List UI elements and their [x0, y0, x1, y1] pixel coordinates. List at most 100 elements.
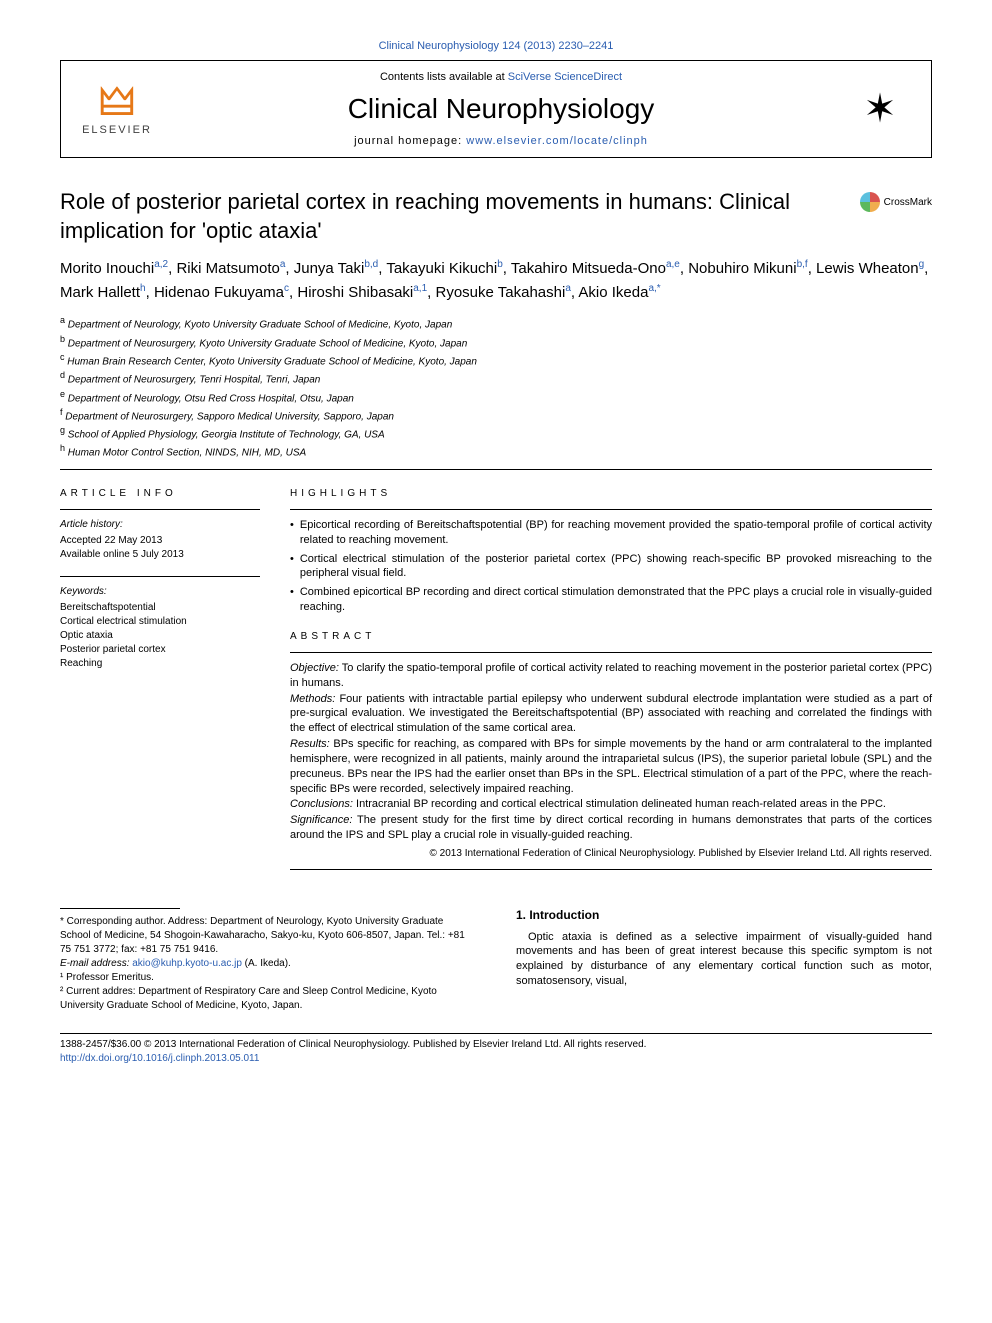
objective-label: Objective: — [290, 662, 339, 674]
separator — [290, 869, 932, 870]
footnote-1: ¹ Professor Emeritus. — [60, 971, 476, 985]
affiliation: a Department of Neurology, Kyoto Univers… — [60, 314, 932, 332]
affiliation: f Department of Neurosurgery, Sapporo Me… — [60, 406, 932, 424]
crossmark-label: CrossMark — [884, 197, 932, 208]
affiliation: c Human Brain Research Center, Kyoto Uni… — [60, 351, 932, 369]
intro-heading: 1. Introduction — [516, 908, 932, 922]
author: Nobuhiro Mikunib,f — [688, 260, 808, 277]
author-sup-link[interactable]: b — [497, 259, 503, 270]
online-date: Available online 5 July 2013 — [60, 548, 260, 562]
journal-cover-icon: ✶ — [845, 74, 915, 144]
author: Junya Takib,d — [294, 260, 379, 277]
homepage-prefix: journal homepage: — [354, 135, 466, 147]
abstract-copyright: © 2013 International Federation of Clini… — [290, 847, 932, 861]
keyword: Cortical electrical stimulation — [60, 615, 260, 629]
affiliation: e Department of Neurology, Otsu Red Cros… — [60, 388, 932, 406]
contents-prefix: Contents lists available at — [380, 71, 508, 83]
clinph-logo-icon: ✶ — [863, 86, 897, 132]
separator — [60, 576, 260, 577]
affiliation: b Department of Neurosurgery, Kyoto Univ… — [60, 333, 932, 351]
elsevier-tree-icon: 🜲 — [99, 82, 135, 122]
keywords-block: Keywords: BereitschaftspotentialCortical… — [60, 585, 260, 671]
keywords-list: BereitschaftspotentialCortical electrica… — [60, 601, 260, 671]
affiliations-list: a Department of Neurology, Kyoto Univers… — [60, 314, 932, 461]
authors-list: Morito Inouchia,2, Riki Matsumotoa, Juny… — [60, 257, 932, 304]
doi-bar: 1388-2457/$36.00 © 2013 International Fe… — [60, 1033, 932, 1066]
highlights-label: HIGHLIGHTS — [290, 488, 932, 499]
author-sup-link[interactable]: b,f — [797, 259, 808, 270]
methods-text: Four patients with intractable partial e… — [290, 693, 932, 735]
significance-label: Significance: — [290, 814, 352, 826]
crossmark-icon — [860, 192, 880, 212]
keyword: Optic ataxia — [60, 629, 260, 643]
author: Hidenao Fukuyamac — [154, 284, 289, 301]
highlights-list: Epicortical recording of Bereitschaftspo… — [290, 518, 932, 615]
elsevier-logo: 🜲 ELSEVIER — [77, 82, 157, 136]
author-sup-link[interactable]: g — [919, 259, 925, 270]
separator — [290, 652, 932, 653]
methods-label: Methods: — [290, 693, 335, 705]
author-sup-link[interactable]: a,e — [666, 259, 680, 270]
affiliation: g School of Applied Physiology, Georgia … — [60, 424, 932, 442]
separator — [290, 509, 932, 510]
keyword: Posterior parietal cortex — [60, 643, 260, 657]
conclusions-label: Conclusions: — [290, 798, 353, 810]
author-sup-link[interactable]: b,d — [364, 259, 378, 270]
author-sup-link[interactable]: a,2 — [154, 259, 168, 270]
article-info-column: ARTICLE INFO Article history: Accepted 2… — [60, 488, 260, 878]
corresponding-author-note: * Corresponding author. Address: Departm… — [60, 915, 476, 957]
abstract-column: HIGHLIGHTS Epicortical recording of Bere… — [290, 488, 932, 878]
elsevier-text: ELSEVIER — [82, 124, 152, 136]
article-history-block: Article history: Accepted 22 May 2013 Av… — [60, 518, 260, 562]
author: Hiroshi Shibasakia,1 — [297, 284, 427, 301]
citation-link[interactable]: Clinical Neurophysiology 124 (2013) 2230… — [379, 40, 614, 52]
info-abstract-row: ARTICLE INFO Article history: Accepted 2… — [60, 488, 932, 878]
highlight-item: Combined epicortical BP recording and di… — [290, 585, 932, 615]
author-sup-link[interactable]: h — [140, 283, 146, 294]
email-link[interactable]: akio@kuhp.kyoto-u.ac.jp — [132, 958, 242, 969]
results-text: BPs specific for reaching, as compared w… — [290, 738, 932, 795]
doi-link[interactable]: http://dx.doi.org/10.1016/j.clinph.2013.… — [60, 1053, 259, 1064]
email-suffix: (A. Ikeda). — [242, 958, 291, 969]
sciencedirect-link[interactable]: SciVerse ScienceDirect — [508, 71, 622, 83]
citation-bar: Clinical Neurophysiology 124 (2013) 2230… — [60, 40, 932, 52]
journal-name: Clinical Neurophysiology — [177, 93, 825, 125]
author-sup-link[interactable]: a — [280, 259, 286, 270]
keywords-title: Keywords: — [60, 585, 260, 599]
footnote-separator — [60, 908, 180, 909]
article-info-label: ARTICLE INFO — [60, 488, 260, 499]
abstract-label: ABSTRACT — [290, 631, 932, 642]
contents-line: Contents lists available at SciVerse Sci… — [177, 71, 825, 83]
author-sup-link[interactable]: a,1 — [413, 283, 427, 294]
article-title: Role of posterior parietal cortex in rea… — [60, 188, 932, 245]
keyword: Bereitschaftspotential — [60, 601, 260, 615]
journal-header-box: 🜲 ELSEVIER Contents lists available at S… — [60, 60, 932, 158]
doi-copyright-line: 1388-2457/$36.00 © 2013 International Fe… — [60, 1038, 932, 1052]
footnote-2: ² Current addres: Department of Respirat… — [60, 985, 476, 1013]
author: Takahiro Mitsueda-Onoa,e — [511, 260, 680, 277]
author: Riki Matsumotoa — [176, 260, 285, 277]
author-sup-link[interactable]: c — [284, 283, 289, 294]
footnotes-column: * Corresponding author. Address: Departm… — [60, 908, 476, 1013]
accepted-date: Accepted 22 May 2013 — [60, 534, 260, 548]
author-sup-link[interactable]: a — [565, 283, 571, 294]
highlights-block: Epicortical recording of Bereitschaftspo… — [290, 518, 932, 615]
abstract-text: Objective: To clarify the spatio-tempora… — [290, 661, 932, 843]
homepage-link[interactable]: www.elsevier.com/locate/clinph — [466, 135, 648, 147]
author: Takayuki Kikuchib — [386, 260, 502, 277]
intro-body: Optic ataxia is defined as a selective i… — [516, 930, 932, 989]
email-label: E-mail address: — [60, 958, 132, 969]
crossmark-badge[interactable]: CrossMark — [860, 192, 932, 212]
email-line: E-mail address: akio@kuhp.kyoto-u.ac.jp … — [60, 957, 476, 971]
author: Morito Inouchia,2 — [60, 260, 168, 277]
author: Ryosuke Takahashia — [436, 284, 571, 301]
author-sup-link[interactable]: a,* — [648, 283, 660, 294]
highlight-item: Cortical electrical stimulation of the p… — [290, 552, 932, 582]
header-center: Contents lists available at SciVerse Sci… — [177, 71, 825, 147]
affiliation: d Department of Neurosurgery, Tenri Hosp… — [60, 369, 932, 387]
separator — [60, 469, 932, 470]
significance-text: The present study for the first time by … — [290, 814, 932, 841]
article-history-title: Article history: — [60, 518, 260, 532]
author: Lewis Wheatong — [816, 260, 924, 277]
highlight-item: Epicortical recording of Bereitschaftspo… — [290, 518, 932, 548]
